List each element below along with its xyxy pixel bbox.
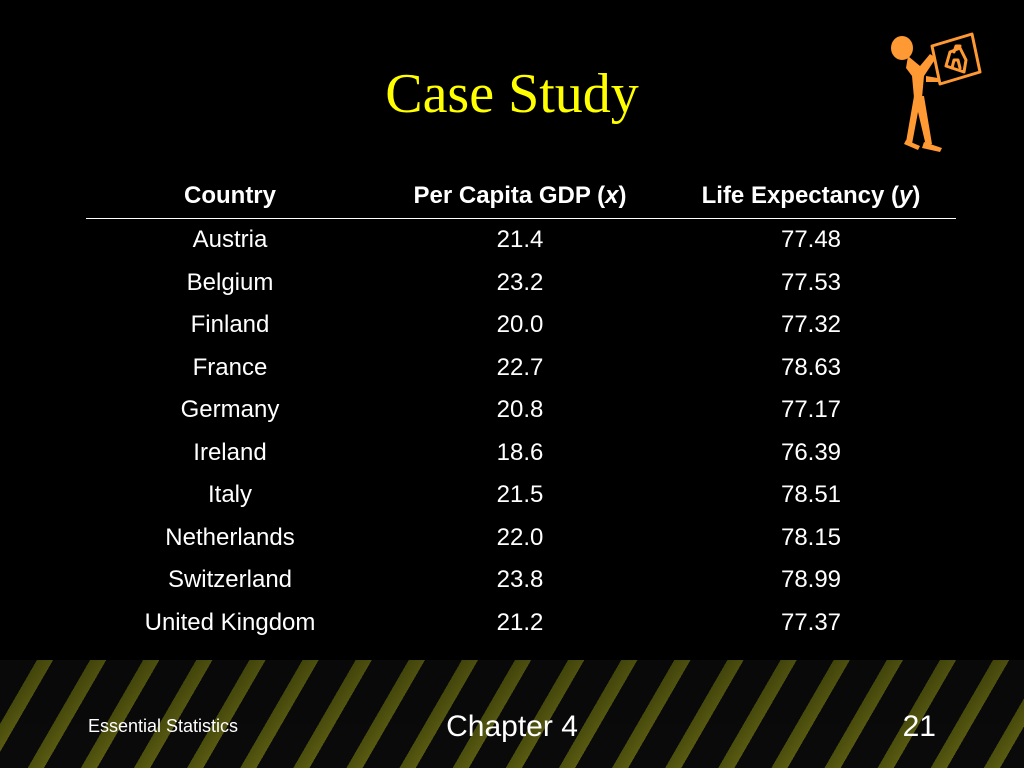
gdp-cell: 21.5	[496, 481, 544, 509]
table-row: Belgium 23.2 77.53	[86, 262, 956, 305]
life-expectancy-cell: 78.63	[780, 353, 842, 381]
country-cell: Italy	[207, 481, 252, 509]
country-cell: Finland	[190, 311, 270, 339]
life-expectancy-cell: 78.15	[780, 523, 842, 551]
table-row: Germany 20.8 77.17	[86, 389, 956, 432]
header-life-prefix: Life Expectancy (	[701, 182, 900, 209]
table-header-row: Country Per Capita GDP (x) Life Expectan…	[86, 174, 956, 219]
gdp-cell: 23.8	[496, 566, 544, 594]
header-gdp-variable: x	[605, 182, 619, 209]
header-life-variable: y	[899, 182, 913, 209]
table-row: United Kingdom 21.2 77.37	[86, 602, 956, 645]
country-cell: France	[192, 353, 268, 381]
life-expectancy-cell: 77.37	[780, 608, 842, 636]
life-expectancy-cell: 77.17	[780, 396, 842, 424]
country-cell: Belgium	[186, 268, 274, 296]
gdp-cell: 20.0	[496, 311, 544, 339]
person-holding-house-sign-icon	[891, 32, 982, 152]
gdp-cell: 22.0	[496, 523, 544, 551]
country-cell: United Kingdom	[144, 608, 316, 636]
table-row: Ireland 18.6 76.39	[86, 432, 956, 475]
life-expectancy-cell: 77.48	[780, 226, 842, 254]
life-expectancy-cell: 78.99	[780, 566, 842, 594]
header-gdp-prefix: Per Capita GDP (	[413, 182, 606, 209]
country-cell: Germany	[180, 396, 280, 424]
table-row: Italy 21.5 78.51	[86, 474, 956, 517]
page-number: 21	[902, 710, 936, 743]
table-row: Finland 20.0 77.32	[86, 304, 956, 347]
header-life-expectancy: Life Expectancy (y)	[666, 174, 956, 219]
life-expectancy-cell: 77.53	[780, 268, 842, 296]
header-country: Country	[86, 174, 374, 219]
slide-title: Case Study	[385, 63, 639, 125]
country-cell: Switzerland	[167, 566, 293, 594]
header-gdp: Per Capita GDP (x)	[374, 174, 666, 219]
gdp-cell: 21.2	[496, 608, 544, 636]
life-expectancy-cell: 77.32	[780, 311, 842, 339]
footer-stripes	[0, 660, 1024, 768]
life-expectancy-cell: 78.51	[780, 481, 842, 509]
country-cell: Netherlands	[165, 523, 295, 551]
life-expectancy-cell: 76.39	[780, 438, 842, 466]
header-life-suffix: )	[912, 182, 921, 209]
country-cell: Ireland	[193, 438, 267, 466]
gdp-cell: 23.2	[496, 268, 544, 296]
table-row: Netherlands 22.0 78.15	[86, 517, 956, 560]
table-row: Austria 21.4 77.48	[86, 219, 956, 262]
footer-course-name: Essential Statistics	[88, 716, 239, 736]
table-row: Switzerland 23.8 78.99	[86, 559, 956, 602]
footer-chapter: Chapter 4	[446, 710, 578, 743]
gdp-cell: 20.8	[496, 396, 544, 424]
gdp-cell: 21.4	[496, 226, 544, 254]
gdp-cell: 22.7	[496, 353, 544, 381]
gdp-cell: 18.6	[496, 438, 544, 466]
gdp-life-expectancy-table: Country Per Capita GDP (x) Life Expectan…	[86, 174, 956, 644]
table-row: France 22.7 78.63	[86, 347, 956, 390]
country-cell: Austria	[192, 226, 268, 254]
header-gdp-suffix: )	[618, 182, 627, 209]
